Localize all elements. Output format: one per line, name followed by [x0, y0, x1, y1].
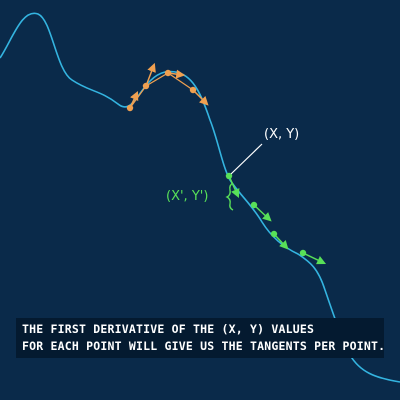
green-point: [250, 201, 258, 209]
orange-tangent-arrow: [145, 62, 156, 87]
orange-point: [126, 104, 134, 112]
green-tangent-arrow: [253, 204, 272, 222]
green-point: [225, 172, 233, 180]
orange-point: [164, 69, 172, 77]
green-tangent-arrow: [228, 175, 240, 199]
orange-tangent-arrow: [192, 89, 209, 106]
orange-point: [189, 86, 197, 94]
orange-point: [142, 82, 150, 90]
green-point: [270, 230, 278, 238]
orange-connector: [129, 72, 194, 109]
green-point: [299, 249, 307, 257]
green-tangent-group: [225, 172, 327, 265]
caption-box: THE FIRST DERIVATIVE OF THE (X, Y) VALUE…: [16, 318, 386, 358]
point-label: (X, Y): [264, 127, 299, 142]
curve: [0, 12, 400, 383]
orange-tangent-group: [126, 62, 209, 112]
caption-line-2: FOR EACH POINT WILL GIVE US THE TANGENTS…: [22, 339, 386, 353]
point-label-pointer: [230, 143, 263, 175]
caption-line-1: THE FIRST DERIVATIVE OF THE (X, Y) VALUE…: [22, 322, 315, 336]
derivative-label: (X', Y'): [166, 189, 208, 204]
derivative-brace: [225, 182, 234, 211]
green-tangent-arrow: [302, 252, 327, 265]
